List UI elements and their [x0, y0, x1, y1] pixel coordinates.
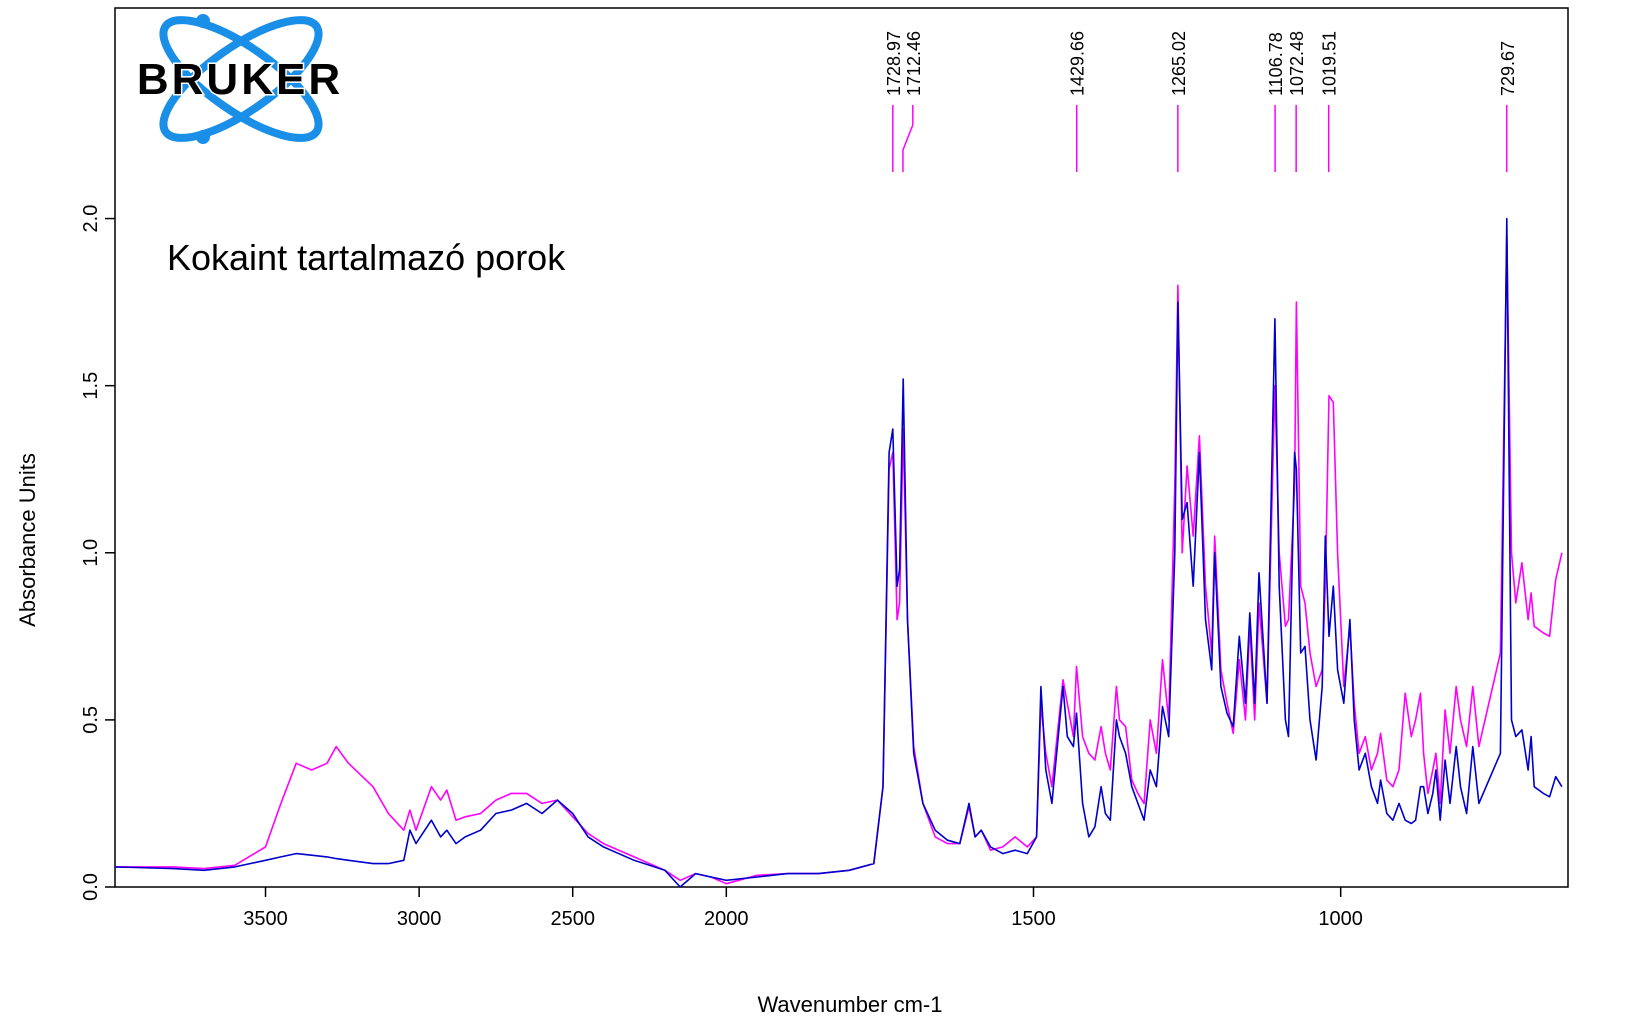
logo-dot — [196, 14, 210, 28]
spectrum-line — [115, 234, 1563, 885]
logo-orbit — [159, 16, 323, 142]
spectrum-line — [115, 217, 1563, 887]
peak-label: 729.67 — [1498, 41, 1518, 96]
peak-label: 1106.78 — [1266, 32, 1286, 96]
peak-label: 1072.48 — [1287, 31, 1307, 96]
x-tick-label: 2000 — [704, 908, 749, 930]
plot-area — [115, 217, 1563, 887]
peak-label: 1265.02 — [1169, 31, 1189, 96]
y-axis-label: Absorbance Units — [15, 453, 40, 627]
annotation: Kokaint tartalmazó porok — [167, 237, 566, 278]
x-tick-label: 3000 — [397, 908, 442, 930]
logo: BRUKER — [135, 14, 343, 144]
x-tick-label: 1500 — [1011, 908, 1056, 930]
plot-frame — [114, 7, 1569, 888]
y-tick-label: 0.5 — [80, 706, 102, 734]
y-tick-label: 0.0 — [80, 873, 102, 901]
y-tick-label: 2.0 — [80, 205, 102, 233]
x-tick-label: 2500 — [550, 908, 595, 930]
y-tick-label: 1.0 — [80, 539, 102, 567]
peak-marker — [902, 105, 914, 172]
y-tick-label: 1.5 — [80, 372, 102, 400]
peak-label: 1429.66 — [1068, 31, 1088, 96]
x-axis-label: Wavenumber cm-1 — [757, 992, 942, 1017]
logo-dot — [196, 130, 210, 144]
x-tick-label: 1000 — [1318, 908, 1363, 930]
logo-orbit — [159, 16, 323, 142]
peak-label: 1019.51 — [1320, 31, 1340, 96]
peak-label: 1712.46 — [904, 31, 924, 96]
x-tick-label: 3500 — [243, 908, 288, 930]
peak-label: 1728.97 — [884, 31, 904, 96]
logo-text: BRUKER — [137, 55, 343, 104]
